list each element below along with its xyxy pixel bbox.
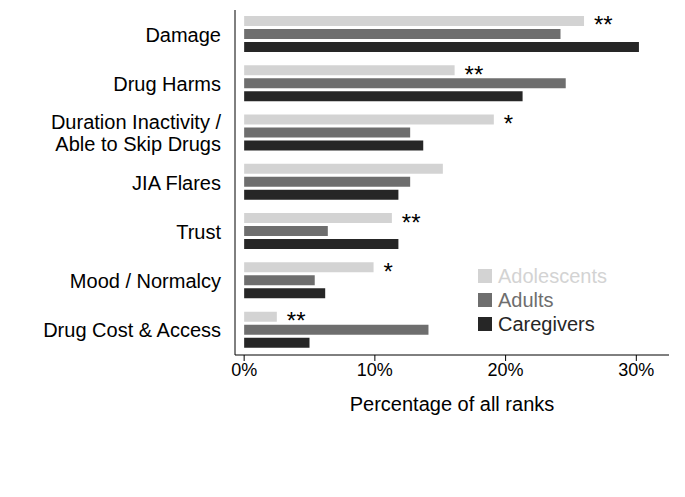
- svg-text:**: **: [594, 11, 613, 38]
- svg-text:*: *: [504, 110, 513, 137]
- svg-text:Drug Cost & Access: Drug Cost & Access: [43, 319, 221, 341]
- svg-text:**: **: [287, 307, 306, 334]
- svg-text:*: *: [384, 258, 393, 285]
- svg-text:**: **: [402, 209, 421, 236]
- svg-text:Damage: Damage: [145, 24, 221, 46]
- html-text:Caregivers: Caregivers: [498, 312, 595, 335]
- svg-text:Drug Harms: Drug Harms: [113, 73, 221, 95]
- html-text:Adults: Adults: [498, 288, 554, 311]
- svg-text:20%: 20%: [488, 360, 524, 380]
- html-text:Adolescents: Adolescents: [498, 264, 607, 287]
- svg-text:10%: 10%: [357, 360, 393, 380]
- svg-text:Duration Inactivity /Able to S: Duration Inactivity /Able to Skip Drugs: [51, 111, 222, 155]
- svg-text:Trust: Trust: [176, 221, 221, 243]
- svg-text:Percentage of all ranks: Percentage of all ranks: [350, 393, 555, 415]
- svg-text:Mood / Normalcy: Mood / Normalcy: [70, 270, 221, 292]
- svg-text:0%: 0%: [231, 360, 257, 380]
- svg-text:30%: 30%: [618, 360, 654, 380]
- svg-text:JIA Flares: JIA Flares: [132, 172, 221, 194]
- svg-text:**: **: [465, 61, 484, 88]
